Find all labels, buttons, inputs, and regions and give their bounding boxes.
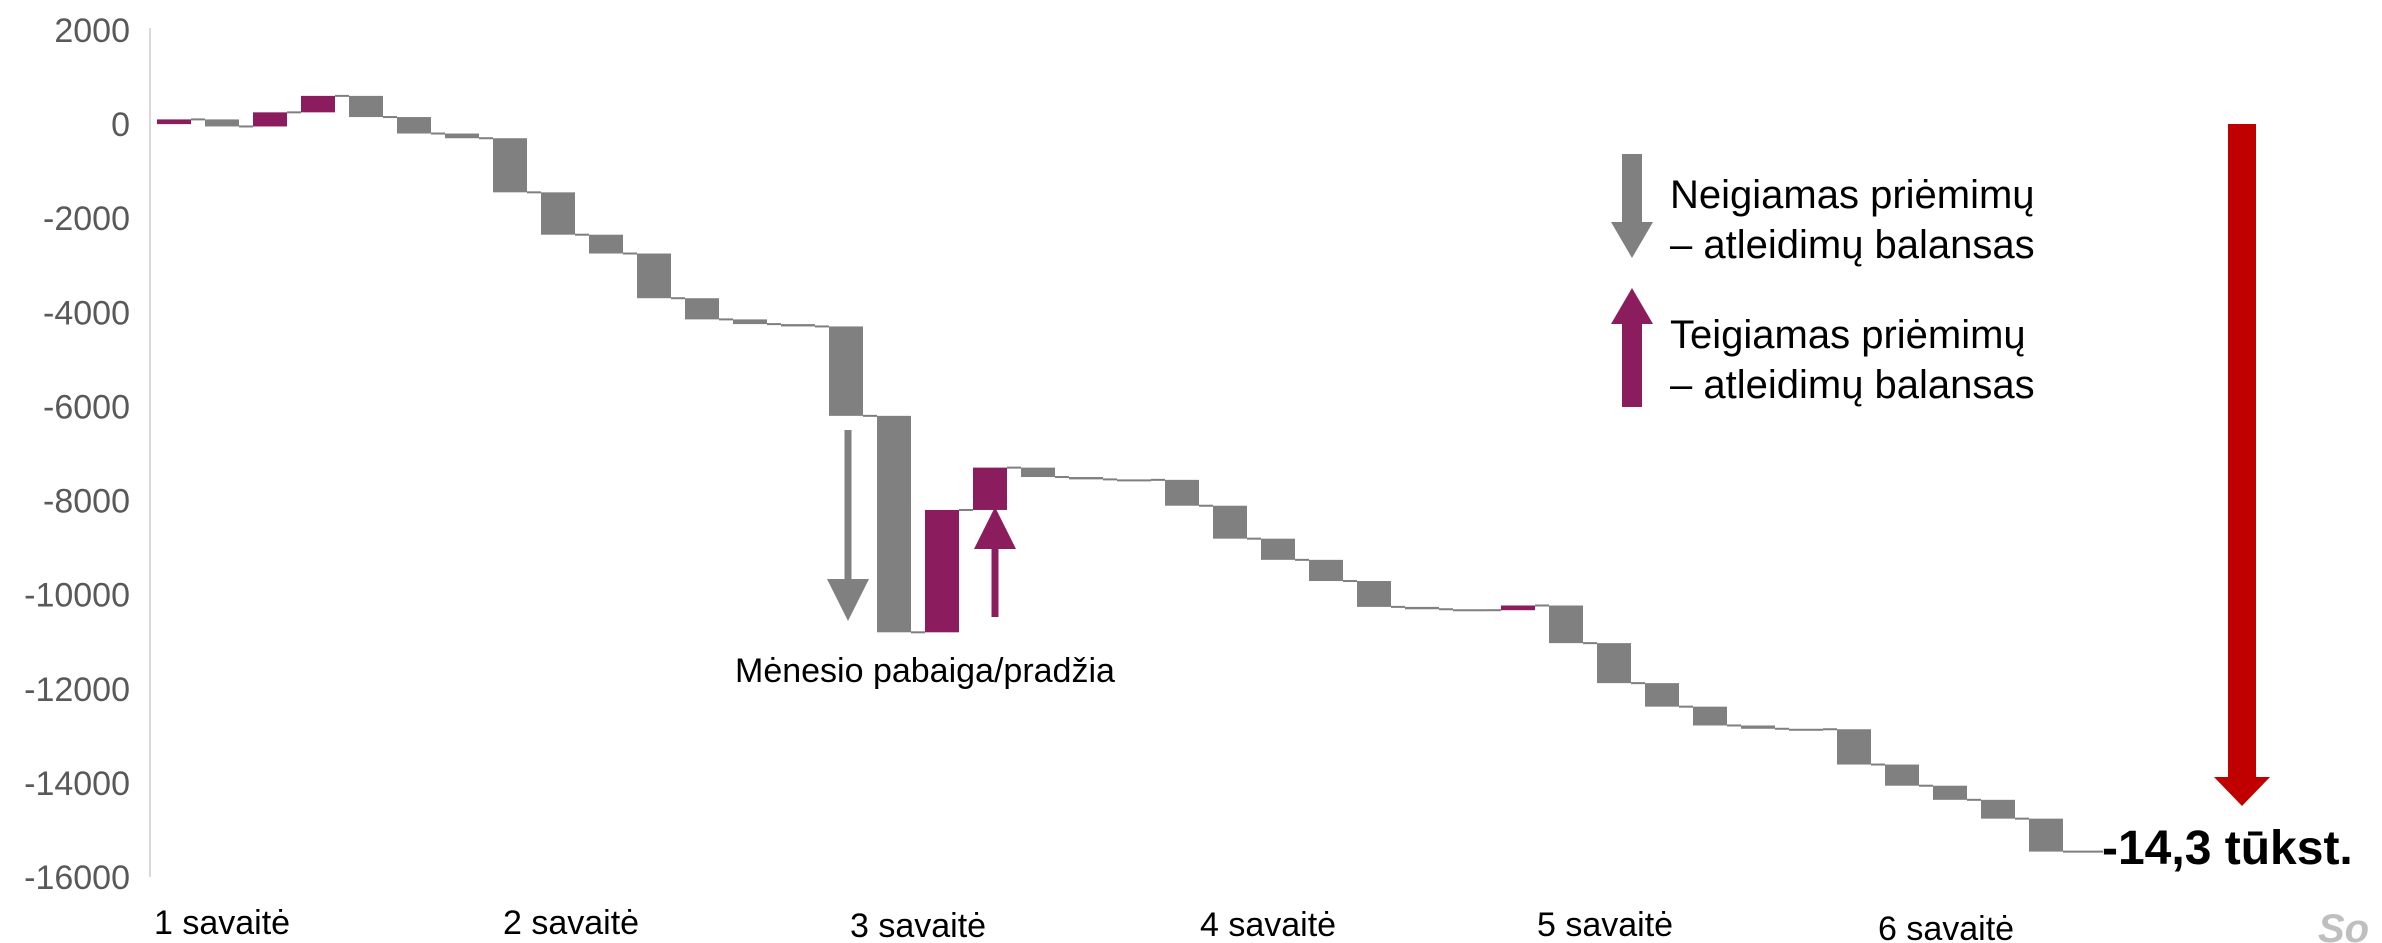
waterfall-bar (1165, 479, 1199, 506)
waterfall-bar (1549, 605, 1583, 644)
waterfall-bar (733, 319, 767, 325)
legend-label-line1: Teigiamas priėmimų (1670, 313, 2026, 357)
x-category-label: 1 savaitė (154, 904, 290, 942)
waterfall-bar (301, 95, 335, 113)
waterfall-bar (1261, 538, 1295, 560)
y-tick-label: -10000 (24, 577, 130, 615)
legend-label-line1: Neigiamas priėmimų (1670, 173, 2035, 217)
legend-item-positive: Teigiamas priėmimų – atleidimų balansas (1611, 288, 2035, 407)
y-tick-label: -12000 (24, 671, 130, 709)
waterfall-bar (1453, 609, 1487, 612)
y-tick-label: 2000 (54, 12, 130, 50)
waterfall-bar (1357, 581, 1391, 607)
total-change: -14,3 tūkst. (2102, 124, 2353, 875)
legend-item-negative: Neigiamas priėmimų – atleidimų balansas (1611, 154, 2035, 267)
x-category-label: 6 savaitė (1878, 910, 2014, 943)
waterfall-bar (589, 234, 623, 254)
waterfall-bar (157, 119, 191, 125)
x-axis-labels: 1 savaitė 2 savaitė 3 savaitė 4 savaitė 5 sa… (154, 904, 2014, 943)
waterfall-bar (541, 192, 575, 235)
y-tick-label: -14000 (24, 765, 130, 803)
waterfall-bar (1933, 785, 1967, 800)
waterfall-bar (2029, 818, 2063, 852)
y-tick-label: -4000 (43, 294, 130, 332)
waterfall-bar (685, 298, 719, 320)
waterfall-bar (253, 112, 287, 127)
waterfall-bar (1645, 683, 1679, 707)
waterfall-bar (877, 415, 911, 633)
month-boundary-annotation: Mėnesio pabaiga/pradžia (735, 430, 1115, 690)
waterfall-bar (205, 119, 239, 127)
waterfall-bar (973, 467, 1007, 510)
x-category-label: 2 savaitė (503, 904, 639, 942)
waterfall-bar (925, 509, 959, 633)
y-tick-label: -8000 (43, 483, 130, 521)
waterfall-bar (1885, 764, 1919, 786)
waterfall-bar (1981, 799, 2015, 819)
arrow-up-icon (1611, 288, 1653, 407)
waterfall-bar (1501, 605, 1535, 611)
waterfall-bar (1405, 606, 1439, 610)
waterfall-bar (1021, 467, 1055, 478)
y-tick-label: 0 (111, 106, 130, 144)
total-label: -14,3 tūkst. (2102, 822, 2353, 875)
arrow-down-icon (1611, 154, 1653, 258)
legend: Neigiamas priėmimų – atleidimų balansas … (1611, 154, 2035, 407)
y-tick-label: -16000 (24, 859, 130, 897)
legend-label-line2: – atleidimų balansas (1670, 363, 2035, 407)
waterfall-bar (1789, 728, 1823, 731)
legend-label-line2: – atleidimų balansas (1670, 223, 2035, 267)
y-tick-label: -2000 (43, 200, 130, 238)
waterfall-bar (1741, 725, 1775, 729)
waterfall-bar (493, 138, 527, 193)
waterfall-bar (1213, 505, 1247, 539)
waterfall-bar (445, 133, 479, 139)
waterfall-bar (1693, 706, 1727, 726)
waterfall-bar (1597, 643, 1631, 684)
waterfall-bar (1069, 477, 1103, 480)
waterfall-bar (397, 117, 431, 134)
waterfall-bar (829, 326, 863, 416)
waterfall-bar (1117, 479, 1151, 482)
waterfall-bar (1309, 559, 1343, 582)
waterfall-bar (349, 95, 383, 118)
waterfall-bar (1837, 729, 1871, 765)
waterfall-bar (637, 253, 671, 299)
annotation-label: Mėnesio pabaiga/pradžia (735, 652, 1115, 690)
arrow-down-icon (2214, 124, 2270, 806)
brand-logo: So (2318, 907, 2369, 943)
x-category-label: 4 savaitė (1200, 906, 1336, 943)
y-tick-label: -6000 (43, 388, 130, 426)
waterfall-bars (157, 94, 2103, 853)
waterfall-bar (781, 324, 815, 327)
y-axis-ticks: 2000 0 -2000 -4000 -6000 -8000 -10000 -12000 -14… (24, 12, 130, 897)
x-category-label: 3 savaitė (850, 907, 986, 943)
x-category-label: 5 savaitė (1537, 906, 1673, 943)
